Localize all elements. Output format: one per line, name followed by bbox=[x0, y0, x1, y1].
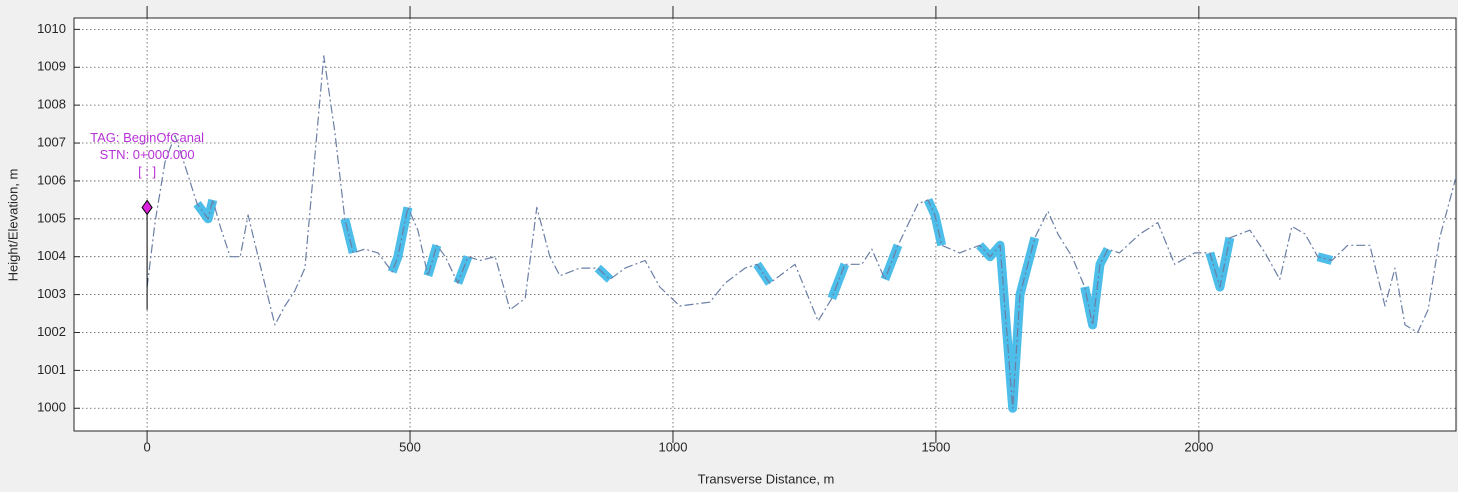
plot-area bbox=[74, 18, 1456, 431]
y-tick-label: 1009 bbox=[37, 59, 66, 74]
marker-label: TAG: BeginOfCanal bbox=[90, 130, 204, 145]
x-tick-label: 1000 bbox=[659, 439, 688, 454]
y-tick-label: 1007 bbox=[37, 134, 66, 149]
plot-lines bbox=[146, 55, 1456, 413]
x-tick-label: 1500 bbox=[921, 439, 950, 454]
y-tick-label: 1001 bbox=[37, 362, 66, 377]
axes-box bbox=[73, 17, 1457, 432]
x-tick-label: 500 bbox=[399, 439, 421, 454]
y-tick-label: 1000 bbox=[37, 400, 66, 415]
y-tick-label: 1004 bbox=[37, 248, 66, 263]
y-tick-label: 1002 bbox=[37, 324, 66, 339]
marker-label: [ : ] bbox=[138, 164, 156, 179]
y-tick-label: 1008 bbox=[37, 97, 66, 112]
y-tick-label: 1005 bbox=[37, 210, 66, 225]
x-axis-label: Transverse Distance, m bbox=[698, 471, 835, 486]
marker-point bbox=[141, 199, 153, 216]
series-line bbox=[146, 55, 1456, 409]
marker-label: STN: 0+000.000 bbox=[100, 147, 195, 162]
y-axis-label: Height/Elevation, m bbox=[5, 169, 20, 282]
y-tick-label: 1010 bbox=[37, 21, 66, 36]
y-tick-label: 1003 bbox=[37, 286, 66, 301]
y-tick-label: 1006 bbox=[37, 172, 66, 187]
x-tick-label: 2000 bbox=[1184, 439, 1213, 454]
x-tick-label: 0 bbox=[143, 439, 150, 454]
